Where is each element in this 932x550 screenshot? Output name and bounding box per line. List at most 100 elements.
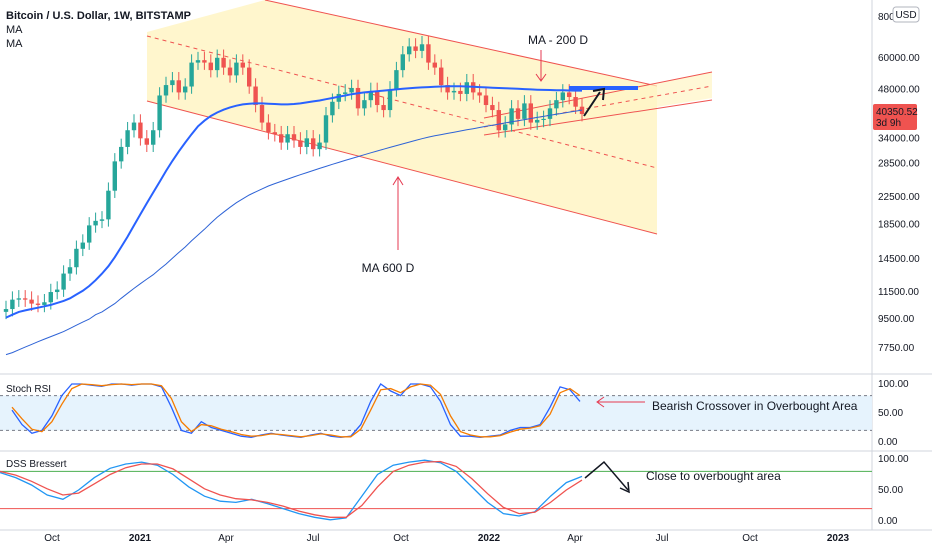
- candle-body: [202, 60, 207, 63]
- candle-body: [528, 103, 533, 123]
- ma200-arrow-head: [535, 73, 547, 82]
- candle-body: [151, 130, 156, 145]
- candle-body: [451, 90, 457, 93]
- candle-body: [259, 105, 265, 123]
- candle-body: [253, 86, 258, 106]
- candle-body: [74, 248, 79, 268]
- candle-body: [490, 105, 495, 111]
- projection-arrow: [583, 91, 601, 117]
- bar-countdown-label: 3d 9h: [876, 118, 901, 129]
- price-tick-label: 28500.00: [878, 158, 920, 169]
- channel-lower-line: [146, 100, 658, 235]
- stoch-rsi-band: [0, 395, 872, 431]
- candle-body: [61, 273, 66, 290]
- dss-signal-line: [0, 460, 583, 518]
- date-tick-label: Jul: [656, 533, 669, 544]
- candle-body: [483, 95, 489, 106]
- candle-body: [23, 298, 28, 300]
- candle-body: [439, 67, 444, 86]
- candle-body: [285, 134, 290, 143]
- candle-body: [3, 309, 9, 312]
- candle-body: [42, 302, 47, 305]
- candle-body: [362, 100, 367, 109]
- price-tick-label: 22500.00: [878, 192, 920, 203]
- indicator-ma-2[interactable]: MA: [6, 38, 23, 50]
- date-tick-label: Apr: [567, 533, 583, 544]
- price-tick-label: 60000.00: [878, 53, 920, 64]
- candle-body: [93, 220, 98, 226]
- candle-body: [311, 138, 316, 150]
- candle-body: [272, 132, 277, 135]
- candle-body: [413, 46, 418, 51]
- price-tick-label: 14500.00: [878, 254, 920, 265]
- dss-tick-label: 0.00: [878, 516, 898, 527]
- candle-body: [163, 85, 169, 96]
- price-tick-label: 7750.00: [878, 343, 915, 354]
- candle-body: [16, 298, 21, 300]
- candle-body: [240, 62, 245, 68]
- candle-body: [432, 62, 437, 68]
- candle-body: [227, 67, 233, 76]
- candle-body: [355, 87, 361, 109]
- candle-body: [183, 86, 188, 93]
- stoch-rsi-d-line: [11, 383, 581, 438]
- ma600-arrow-head: [392, 176, 404, 186]
- candle-body: [215, 57, 220, 71]
- stoch-rsi-tick-label: 100.00: [878, 379, 909, 390]
- projection-arrow-head: [592, 87, 606, 101]
- candle-body: [266, 122, 271, 133]
- currency-button-box: [892, 6, 920, 23]
- candle-body: [547, 108, 553, 119]
- candle-body: [131, 122, 137, 131]
- ma-600-line: [5, 109, 583, 356]
- dss-tick-label: 100.00: [878, 454, 909, 465]
- candle-body: [119, 146, 124, 162]
- date-tick-label: Oct: [44, 533, 60, 544]
- candle-body: [445, 85, 450, 93]
- candle-body: [535, 119, 540, 123]
- candle-body: [554, 100, 559, 109]
- candle-body: [291, 134, 297, 141]
- stoch-rsi-tick-label: 0.00: [878, 437, 898, 448]
- candle-body: [381, 105, 386, 111]
- candle-body: [304, 138, 309, 147]
- candle-body: [419, 44, 425, 51]
- dss-line: [0, 459, 583, 521]
- candle-body: [503, 124, 508, 131]
- candle-body: [541, 118, 546, 120]
- candle-body: [10, 299, 15, 310]
- candle-body: [298, 140, 303, 147]
- candle-body: [80, 242, 85, 249]
- candle-body: [29, 299, 34, 304]
- candle-body: [87, 225, 92, 243]
- date-tick-label: Apr: [218, 533, 234, 544]
- price-tick-label: 11500.00: [878, 287, 919, 298]
- ascending-lower-line: [483, 99, 713, 136]
- crossover-arrow-head: [596, 396, 605, 408]
- indicator-ma-1[interactable]: MA: [6, 24, 23, 36]
- dss-annotation: Close to overbought area: [646, 469, 781, 483]
- candle-body: [567, 92, 572, 98]
- price-tick-label: 48000.00: [878, 84, 920, 95]
- candle-body: [208, 62, 213, 71]
- candle-body: [176, 80, 181, 93]
- price-tick-label: 18500.00: [878, 220, 920, 231]
- channel-upper-line: [264, 0, 658, 87]
- currency-button[interactable]: USD: [892, 6, 920, 23]
- candle-body: [458, 90, 463, 94]
- dss-title: DSS Bressert: [6, 459, 67, 470]
- candle-body: [138, 122, 143, 139]
- candle-body: [387, 89, 393, 111]
- candle-body: [317, 142, 322, 150]
- stoch-rsi-tick-label: 50.00: [878, 408, 903, 419]
- candle-body: [106, 190, 111, 220]
- candle-body: [330, 101, 335, 116]
- candle-body: [144, 138, 149, 145]
- current-price-badge: [873, 104, 917, 131]
- candle-body: [234, 62, 239, 76]
- candle-body: [509, 108, 514, 125]
- chart-title: Bitcoin / U.S. Dollar, 1W, BITSTAMP: [6, 10, 191, 22]
- candle-body: [170, 80, 175, 86]
- dss-arrow: [584, 460, 629, 491]
